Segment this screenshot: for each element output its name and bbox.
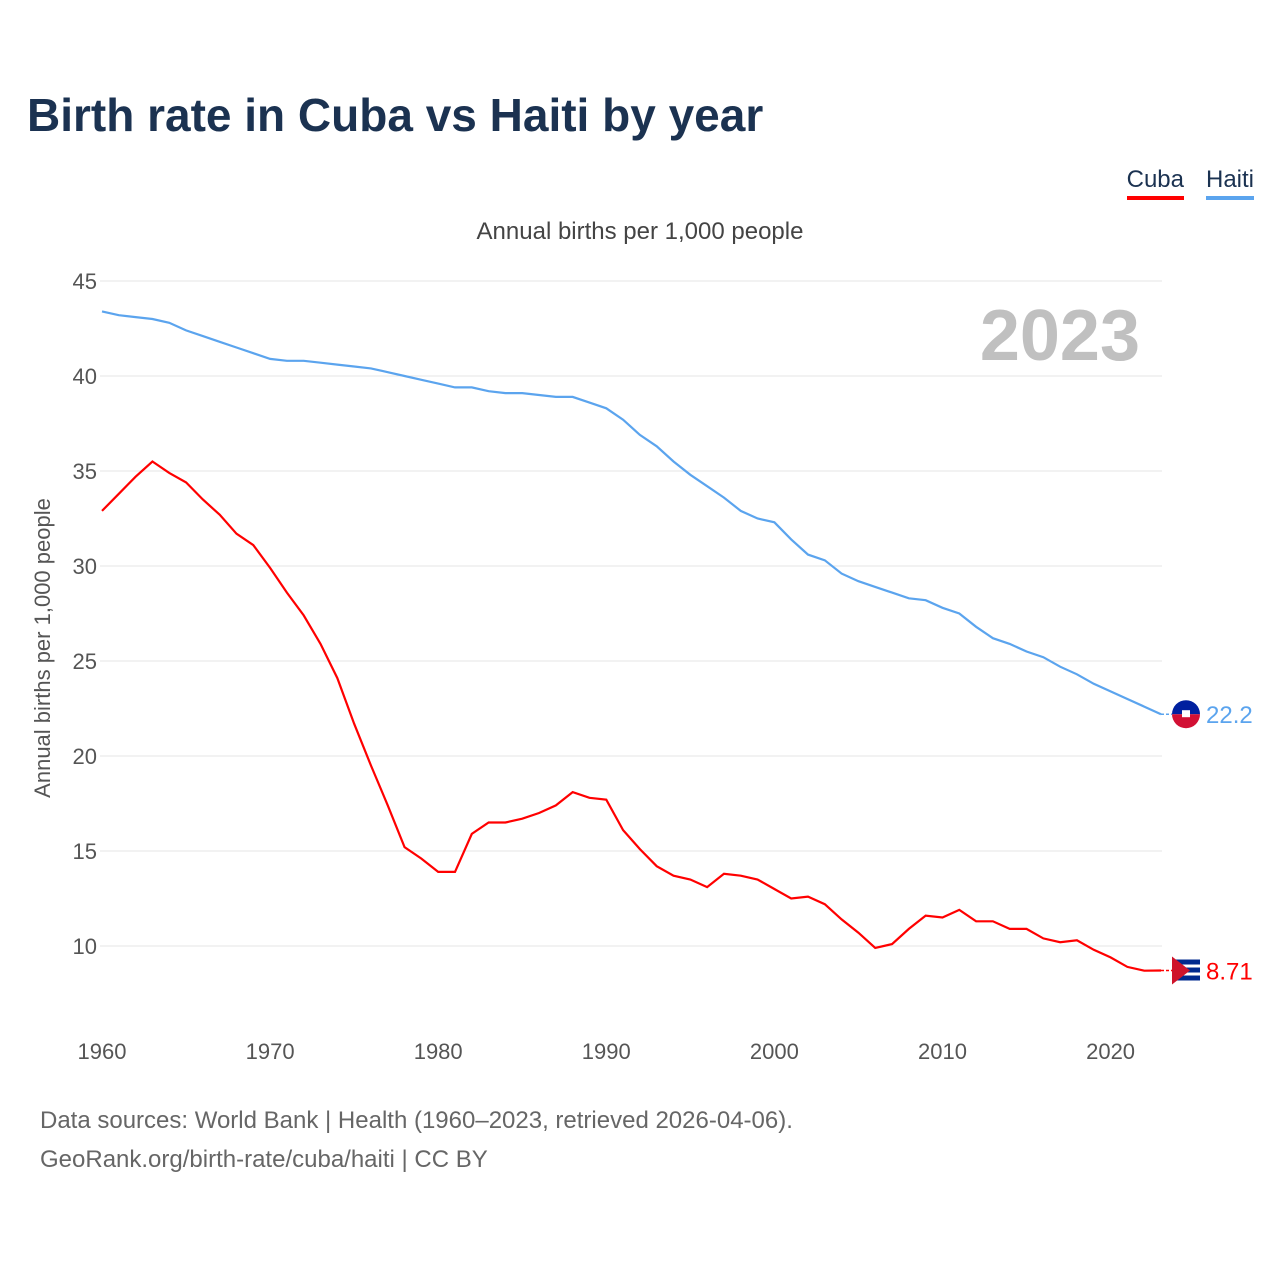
y-tick-label: 40 [73, 364, 97, 389]
haiti-flag-emblem [1182, 710, 1190, 718]
series-line-cuba [101, 460, 1162, 972]
series-line-haiti [101, 310, 1162, 716]
cuba-flag-stripe [1172, 959, 1200, 965]
legend-item-haiti[interactable]: Haiti [1205, 166, 1254, 200]
cuba-flag-stripe [1172, 975, 1200, 981]
x-tick-label: 1980 [414, 1039, 463, 1064]
cuba-flag-triangle [1172, 956, 1190, 985]
x-tick-label: 1970 [246, 1039, 295, 1064]
y-tick-label: 15 [73, 839, 97, 864]
chart-title: Birth rate in Cuba vs Haiti by year [27, 89, 764, 141]
x-tick-label: 2010 [918, 1039, 967, 1064]
x-tick-label: 2020 [1086, 1039, 1135, 1064]
y-tick-label: 45 [73, 269, 97, 294]
y-tick-label: 20 [73, 744, 97, 769]
end-value-label-haiti: 22.2 [1206, 702, 1253, 729]
haiti-flag-icon [1172, 700, 1200, 715]
source-link[interactable]: GeoRank.org/birth-rate/cuba/haiti | CC B… [40, 1146, 488, 1173]
y-axis-label: Annual births per 1,000 people [30, 498, 55, 798]
x-tick-label: 2000 [750, 1039, 799, 1064]
y-tick-label: 30 [73, 554, 97, 579]
haiti-flag-icon [1172, 714, 1200, 729]
source-text: Data sources: World Bank | Health (1960–… [40, 1107, 793, 1134]
y-tick-label: 10 [73, 934, 97, 959]
x-tick-label: 1990 [582, 1039, 631, 1064]
y-tick-label: 25 [73, 649, 97, 674]
legend-item-cuba[interactable]: Cuba [1126, 166, 1184, 200]
legend: Cuba Haiti [1126, 166, 1254, 200]
end-value-label-cuba: 8.71 [1206, 959, 1253, 986]
x-tick-label: 1960 [78, 1039, 127, 1064]
y-tick-label: 35 [73, 459, 97, 484]
chart-subtitle: Annual births per 1,000 people [476, 218, 804, 245]
year-label: 2023 [980, 296, 1140, 376]
